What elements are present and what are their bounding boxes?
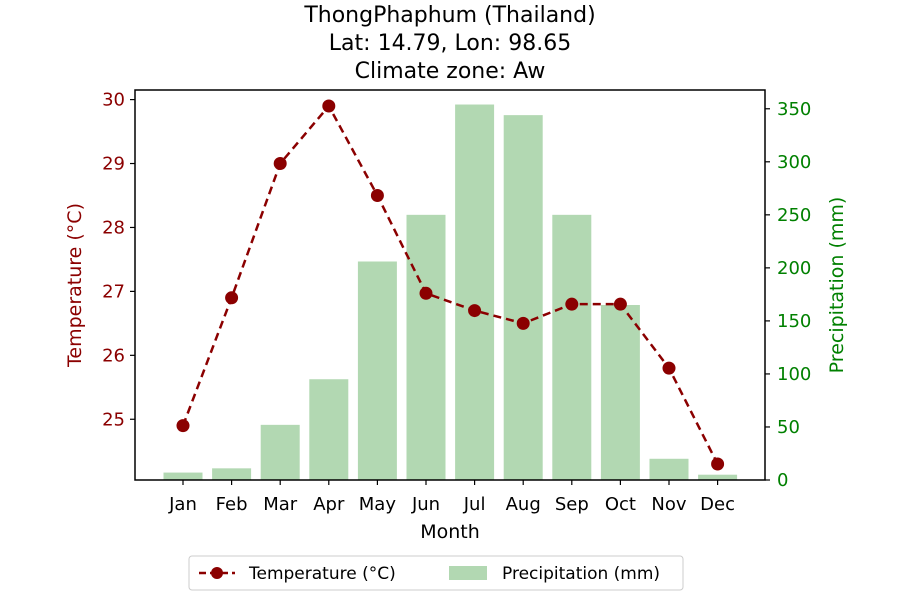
legend-precipitation-label: Precipitation (mm) <box>502 564 660 584</box>
temperature-point-may <box>370 188 384 202</box>
right-tick-label: 100 <box>777 364 811 385</box>
temperature-point-feb <box>225 291 239 305</box>
x-tick-label-jun: Jun <box>411 494 440 515</box>
left-tick-label: 28 <box>102 217 125 238</box>
precipitation-bar-aug <box>503 115 543 481</box>
plot-frame <box>134 89 766 481</box>
temperature-point-jan <box>176 419 190 433</box>
chart-title-line-2: Lat: 14.79, Lon: 98.65 <box>329 31 571 56</box>
legend: Temperature (°C) Precipitation (mm) <box>188 555 684 591</box>
precipitation-bar-sep <box>552 214 592 480</box>
x-tick-label-oct: Oct <box>605 494 636 515</box>
temperature-point-mar <box>273 157 287 171</box>
temperature-point-nov <box>662 361 676 375</box>
left-axis-label: Temperature (°C) <box>64 203 86 368</box>
x-tick-label-nov: Nov <box>651 494 686 515</box>
x-tick-label-aug: Aug <box>506 494 541 515</box>
right-axis-ticks: 0 50 100 150 200 250 300 350 <box>765 99 811 491</box>
left-tick-label: 27 <box>102 281 125 302</box>
right-tick-label: 200 <box>777 258 811 279</box>
precipitation-bar-may <box>357 261 397 480</box>
precipitation-bar-jan <box>163 472 203 480</box>
right-tick-label: 350 <box>777 99 811 120</box>
x-axis-ticks: Jan Feb Mar Apr May Jun Jul Aug Sep Oct Nov Dec <box>168 480 735 515</box>
x-tick-label-mar: Mar <box>263 494 298 515</box>
precipitation-bar-nov <box>649 458 689 480</box>
precipitation-bars <box>163 104 738 481</box>
precipitation-bar-jun <box>406 214 446 480</box>
right-axis-label: Precipitation (mm) <box>826 197 848 374</box>
left-tick-label: 30 <box>102 90 125 111</box>
temperature-point-dec <box>711 457 725 471</box>
chart-title: ThongPhaphum (Thailand) Lat: 14.79, Lon:… <box>303 3 595 84</box>
precipitation-bar-mar <box>260 424 300 480</box>
temperature-point-jul <box>468 304 482 318</box>
x-tick-label-dec: Dec <box>700 494 735 515</box>
left-tick-label: 26 <box>102 345 125 366</box>
x-tick-label-may: May <box>359 494 397 515</box>
right-tick-label: 250 <box>777 205 811 226</box>
right-tick-label: 300 <box>777 152 811 173</box>
right-tick-label: 0 <box>777 470 788 491</box>
left-tick-label: 29 <box>102 154 125 175</box>
precipitation-bar-oct <box>600 304 640 480</box>
left-axis-ticks: 25 26 27 28 29 30 <box>102 90 135 430</box>
x-tick-label-jan: Jan <box>168 494 197 515</box>
right-tick-label: 150 <box>777 311 811 332</box>
temperature-point-aug <box>516 316 530 330</box>
temperature-series <box>176 99 725 471</box>
chart-title-line-3: Climate zone: Aw <box>355 59 546 84</box>
temperature-point-jun <box>419 286 433 300</box>
x-tick-label-jul: Jul <box>463 494 486 515</box>
x-tick-label-feb: Feb <box>216 494 248 515</box>
legend-box <box>188 555 684 591</box>
temperature-point-apr <box>322 99 336 113</box>
precipitation-bar-apr <box>309 379 349 480</box>
legend-temperature-label: Temperature (°C) <box>248 564 396 584</box>
x-axis-label: Month <box>420 521 480 543</box>
precipitation-bar-feb <box>212 468 252 480</box>
legend-precipitation-swatch <box>449 566 487 580</box>
temperature-point-oct <box>613 297 627 311</box>
precipitation-bar-dec <box>698 474 738 480</box>
legend-temperature-marker <box>211 567 223 579</box>
temperature-line <box>181 103 719 465</box>
chart-title-line-1: ThongPhaphum (Thailand) <box>303 3 595 28</box>
right-tick-label: 50 <box>777 417 800 438</box>
x-tick-label-sep: Sep <box>555 494 589 515</box>
temperature-point-sep <box>565 297 579 311</box>
x-tick-label-apr: Apr <box>313 494 345 515</box>
left-tick-label: 25 <box>102 409 125 430</box>
precipitation-bar-jul <box>455 104 495 480</box>
